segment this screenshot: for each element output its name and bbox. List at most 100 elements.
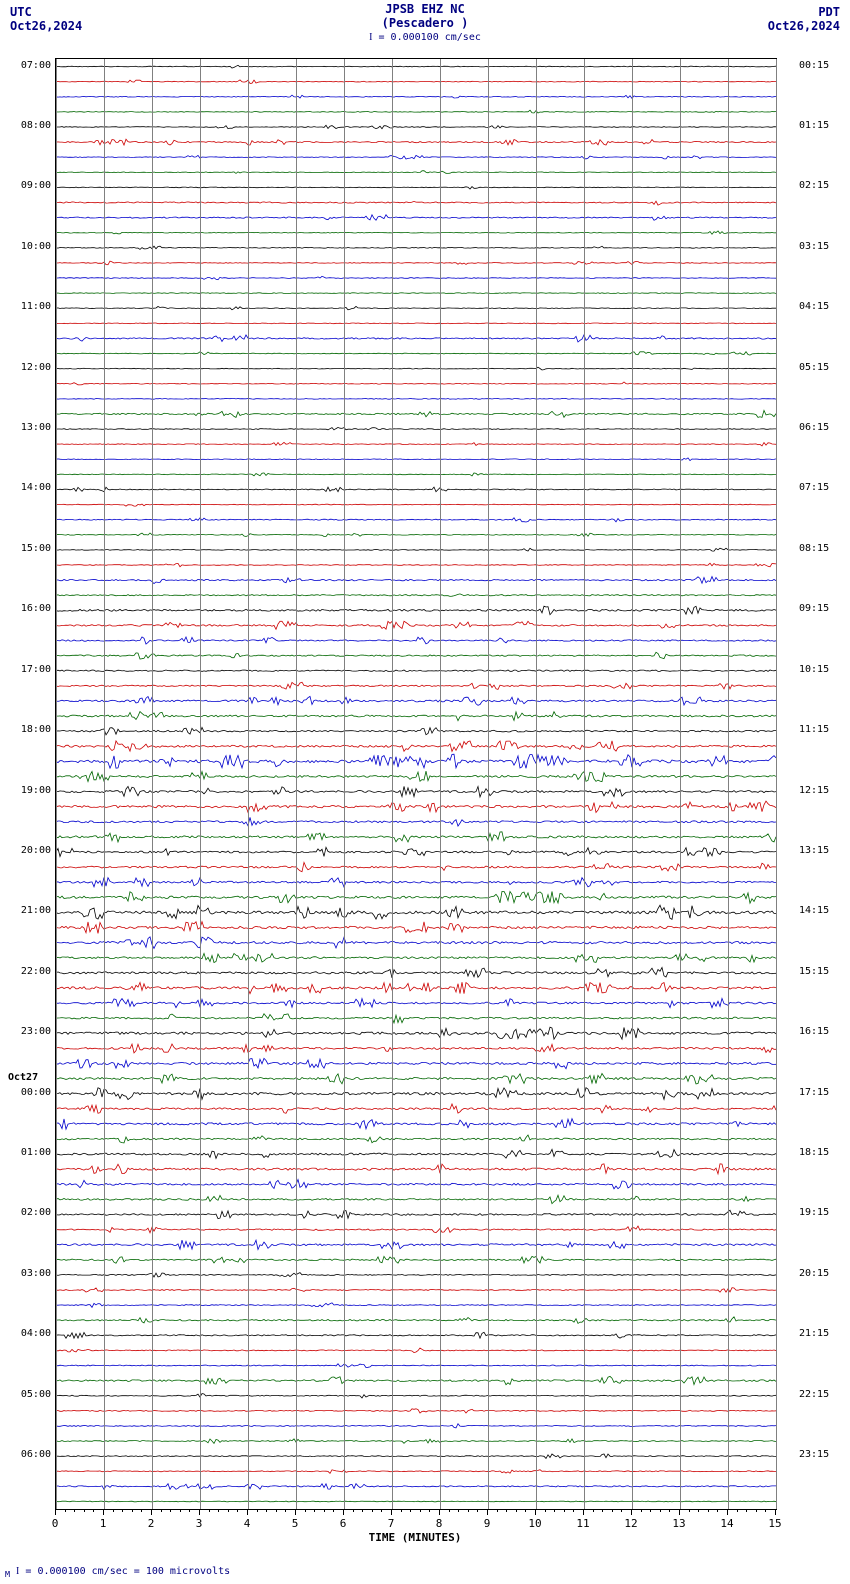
trace-row — [56, 1226, 776, 1233]
trace-row — [56, 801, 776, 812]
header-left: UTC Oct26,2024 — [10, 5, 82, 33]
trace-row — [56, 817, 776, 826]
trace-row — [56, 1364, 776, 1368]
trace-row — [56, 1317, 776, 1324]
grid-line — [728, 59, 729, 1509]
trace-row — [56, 1044, 776, 1053]
pdt-label: 06:15 — [799, 422, 829, 434]
x-tick-minor — [362, 1509, 363, 1512]
x-tick-minor — [410, 1509, 411, 1512]
trace-row — [56, 577, 776, 584]
trace-row — [56, 1424, 776, 1428]
tz-right: PDT — [818, 5, 840, 19]
trace-row — [56, 1454, 776, 1458]
trace-row — [56, 594, 776, 597]
station-location: (Pescadero ) — [382, 16, 469, 30]
x-tick — [55, 1509, 56, 1515]
trace-row — [56, 293, 776, 294]
trace-row — [56, 1058, 776, 1068]
trace-row — [56, 1303, 776, 1308]
x-tick-minor — [660, 1509, 661, 1512]
x-tick — [247, 1509, 248, 1515]
x-tick-minor — [314, 1509, 315, 1512]
x-tick-minor — [266, 1509, 267, 1512]
trace-row — [56, 201, 776, 205]
x-tick — [487, 1509, 488, 1515]
trace-row — [56, 548, 776, 551]
x-tick-label: 14 — [720, 1517, 733, 1530]
x-tick-minor — [372, 1509, 373, 1512]
x-tick — [199, 1509, 200, 1515]
trace-row — [56, 1180, 776, 1189]
trace-row — [56, 682, 776, 689]
x-tick-minor — [170, 1509, 171, 1512]
x-tick — [103, 1509, 104, 1515]
trace-row — [56, 1256, 776, 1263]
utc-label: 00:00 — [21, 1087, 51, 1099]
x-tick-label: 6 — [340, 1517, 347, 1530]
x-tick — [535, 1509, 536, 1515]
x-tick-minor — [276, 1509, 277, 1512]
grid-line — [152, 59, 153, 1509]
x-tick-minor — [420, 1509, 421, 1512]
trace-row — [56, 832, 776, 842]
utc-label: 20:00 — [21, 845, 51, 857]
trace-row — [56, 1088, 776, 1100]
utc-label: 13:00 — [21, 422, 51, 434]
pdt-label: 12:15 — [799, 785, 829, 797]
pdt-label: 10:15 — [799, 664, 829, 676]
footer-text: = 0.000100 cm/sec = 100 microvolts — [25, 1566, 230, 1577]
trace-row — [56, 504, 776, 506]
trace-row — [56, 670, 776, 671]
trace-row — [56, 563, 776, 567]
x-tick-minor — [458, 1509, 459, 1512]
trace-row — [56, 306, 776, 309]
trace-row — [56, 125, 776, 128]
trace-row — [56, 399, 776, 400]
x-tick-label: 2 — [148, 1517, 155, 1530]
x-tick-minor — [218, 1509, 219, 1512]
grid-line — [632, 59, 633, 1509]
pdt-label: 01:15 — [799, 120, 829, 132]
x-tick — [727, 1509, 728, 1515]
trace-row — [56, 968, 776, 978]
pdt-label: 05:15 — [799, 362, 829, 374]
footer: M I = 0.000100 cm/sec = 100 microvolts — [5, 1566, 230, 1579]
grid-line — [536, 59, 537, 1509]
trace-row — [56, 1104, 776, 1113]
x-tick — [631, 1509, 632, 1515]
plot-area — [55, 58, 777, 1510]
pdt-label: 08:15 — [799, 543, 829, 555]
grid-line — [680, 59, 681, 1509]
trace-row — [56, 382, 776, 385]
pdt-label: 23:15 — [799, 1449, 829, 1461]
x-tick-minor — [381, 1509, 382, 1512]
pdt-label: 13:15 — [799, 845, 829, 857]
trace-row — [56, 323, 776, 324]
scale-indicator: I = 0.000100 cm/sec — [369, 32, 481, 43]
x-tick-label: 1 — [100, 1517, 107, 1530]
header-center: JPSB EHZ NC (Pescadero ) — [382, 2, 469, 30]
station-name: JPSB EHZ NC — [385, 2, 464, 16]
trace-row — [56, 155, 776, 159]
x-tick-minor — [65, 1509, 66, 1512]
x-tick-minor — [593, 1509, 594, 1512]
x-tick-minor — [506, 1509, 507, 1512]
trace-row — [56, 1484, 776, 1490]
trace-row — [56, 637, 776, 644]
x-tick-minor — [401, 1509, 402, 1512]
pdt-label: 09:15 — [799, 603, 829, 615]
trace-row — [56, 171, 776, 174]
utc-label: 14:00 — [21, 482, 51, 494]
trace-row — [56, 1376, 776, 1384]
x-tick-minor — [621, 1509, 622, 1512]
trace-row — [56, 442, 776, 446]
trace-row — [56, 847, 776, 856]
trace-row — [56, 1210, 776, 1218]
x-tick — [343, 1509, 344, 1515]
trace-row — [56, 335, 776, 342]
trace-row — [56, 1409, 776, 1413]
grid-line — [392, 59, 393, 1509]
x-tick-label: 12 — [624, 1517, 637, 1530]
x-tick-label: 3 — [196, 1517, 203, 1530]
